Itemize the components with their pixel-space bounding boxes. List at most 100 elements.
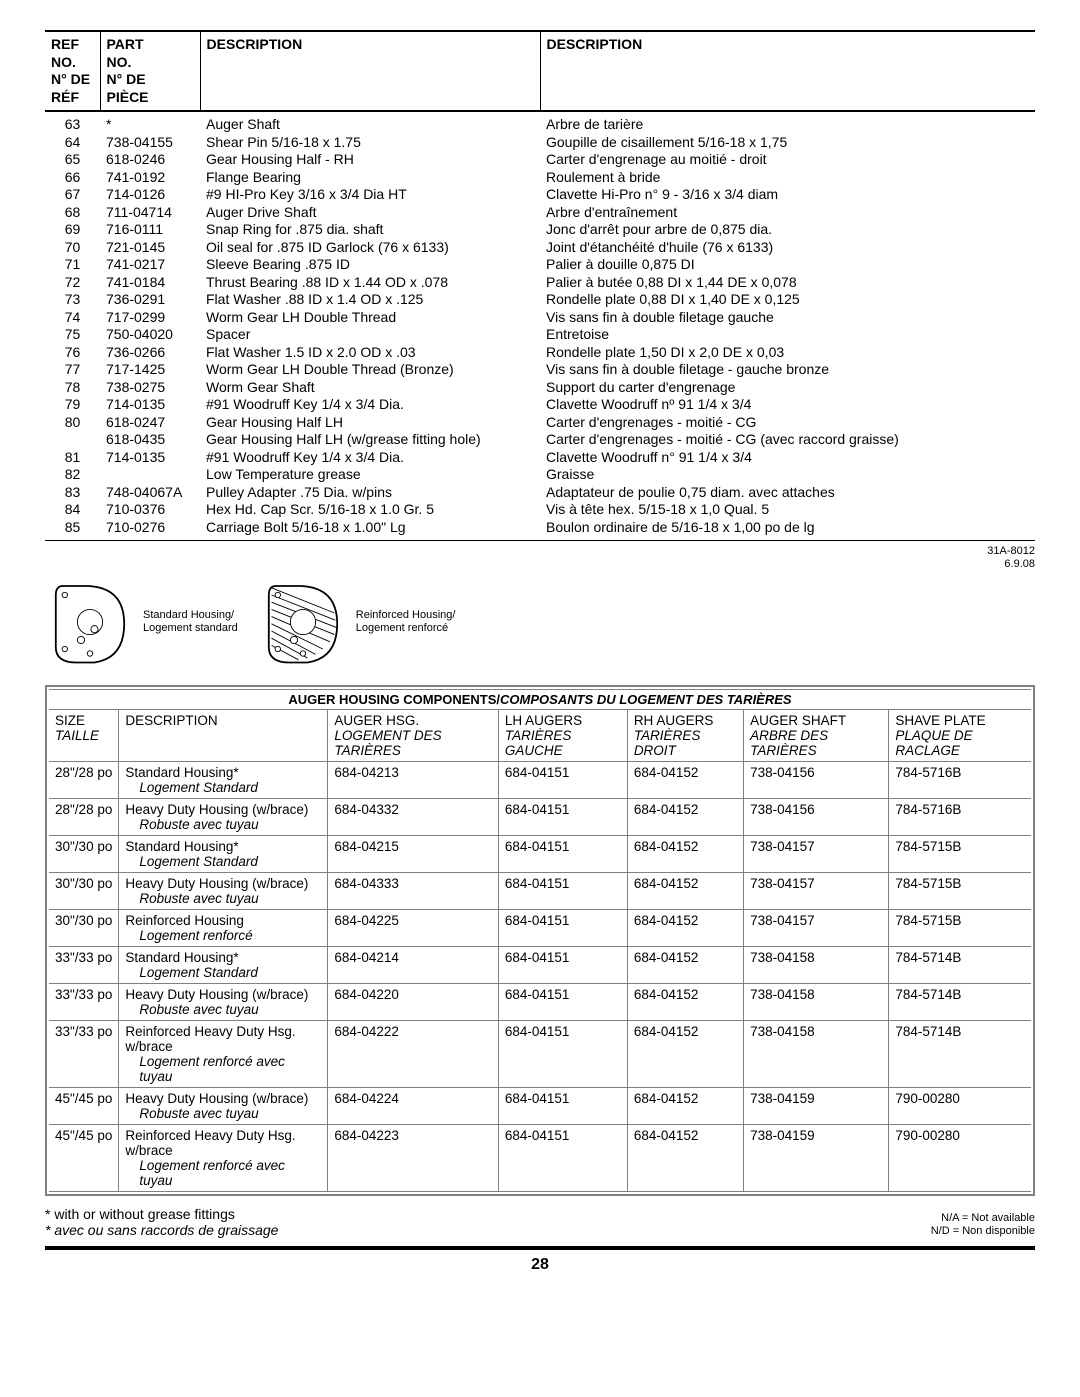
- desc-en-cell: Thrust Bearing .88 ID x 1.44 OD x .078: [200, 274, 540, 292]
- plate-cell: 790-00280: [889, 1088, 1031, 1125]
- parts-row: 69716-0111Snap Ring for .875 dia. shaftJ…: [45, 221, 1035, 239]
- comp-row: 33"/33 poHeavy Duty Housing (w/brace)Rob…: [49, 984, 1031, 1021]
- desc-cell: Heavy Duty Housing (w/brace)Robuste avec…: [119, 873, 328, 910]
- desc-en-cell: Auger Drive Shaft: [200, 204, 540, 222]
- comp-row: 28"/28 poStandard Housing*Logement Stand…: [49, 762, 1031, 799]
- parts-row: 65618-0246Gear Housing Half - RHCarter d…: [45, 151, 1035, 169]
- desc-en-cell: Flange Bearing: [200, 169, 540, 187]
- header-part: PARTNO.N° DEPIÈCE: [100, 31, 200, 111]
- part-cell: 716-0111: [100, 221, 200, 239]
- comp-row: 30"/30 poStandard Housing*Logement Stand…: [49, 836, 1031, 873]
- shaft-cell: 738-04159: [744, 1088, 889, 1125]
- desc-fr-cell: Jonc d'arrêt pour arbre de 0,875 dia.: [540, 221, 1035, 239]
- desc-en-cell: Gear Housing Half LH: [200, 414, 540, 432]
- comp-row: 30"/30 poReinforced HousingLogement renf…: [49, 910, 1031, 947]
- hsg-cell: 684-04220: [328, 984, 499, 1021]
- plate-cell: 784-5716B: [889, 799, 1031, 836]
- plate-cell: 784-5715B: [889, 910, 1031, 947]
- ref-cell: 69: [45, 221, 100, 239]
- plate-cell: 784-5715B: [889, 873, 1031, 910]
- comp-row: 45"/45 poReinforced Heavy Duty Hsg. w/br…: [49, 1125, 1031, 1192]
- parts-row: 79714-0135#91 Woodruff Key 1/4 x 3/4 Dia…: [45, 396, 1035, 414]
- part-cell: 717-0299: [100, 309, 200, 327]
- parts-row: 74717-0299Worm Gear LH Double ThreadVis …: [45, 309, 1035, 327]
- desc-en-cell: Snap Ring for .875 dia. shaft: [200, 221, 540, 239]
- size-cell: 33"/33 po: [49, 984, 119, 1021]
- parts-row: 618-0435Gear Housing Half LH (w/grease f…: [45, 431, 1035, 449]
- parts-row: 68711-04714Auger Drive ShaftArbre d'entr…: [45, 204, 1035, 222]
- desc-cell: Heavy Duty Housing (w/brace)Robuste avec…: [119, 1088, 328, 1125]
- parts-row: 72741-0184Thrust Bearing .88 ID x 1.44 O…: [45, 274, 1035, 292]
- part-cell: 710-0276: [100, 519, 200, 541]
- hsg-cell: 684-04215: [328, 836, 499, 873]
- desc-cell: Reinforced Heavy Duty Hsg. w/braceLogeme…: [119, 1125, 328, 1192]
- ref-cell: 70: [45, 239, 100, 257]
- part-cell: 721-0145: [100, 239, 200, 257]
- rh-cell: 684-04152: [627, 910, 743, 947]
- reinforced-housing-label: Reinforced Housing/ Logement renforcé: [356, 609, 456, 635]
- ref-cell: 65: [45, 151, 100, 169]
- ref-cell: 80: [45, 414, 100, 432]
- comp-header: AUGER HSG.LOGEMENT DES TARIÈRES: [328, 710, 499, 762]
- desc-en-cell: Flat Washer .88 ID x 1.4 OD x .125: [200, 291, 540, 309]
- desc-en-cell: Shear Pin 5/16-18 x 1.75: [200, 134, 540, 152]
- header-desc-en: DESCRIPTION: [200, 31, 540, 111]
- ref-cell: 74: [45, 309, 100, 327]
- parts-row: 84710-0376Hex Hd. Cap Scr. 5/16-18 x 1.0…: [45, 501, 1035, 519]
- desc-en-cell: Worm Gear LH Double Thread: [200, 309, 540, 327]
- desc-en-cell: Gear Housing Half - RH: [200, 151, 540, 169]
- rh-cell: 684-04152: [627, 984, 743, 1021]
- desc-en-cell: Oil seal for .875 ID Garlock (76 x 6133): [200, 239, 540, 257]
- size-cell: 45"/45 po: [49, 1088, 119, 1125]
- plate-cell: 784-5714B: [889, 1021, 1031, 1088]
- comp-header: SIZETAILLE: [49, 710, 119, 762]
- ref-cell: 67: [45, 186, 100, 204]
- desc-fr-cell: Roulement à bride: [540, 169, 1035, 187]
- desc-fr-cell: Arbre d'entraînement: [540, 204, 1035, 222]
- plate-cell: 790-00280: [889, 1125, 1031, 1192]
- ref-cell: 82: [45, 466, 100, 484]
- shaft-cell: 738-04157: [744, 873, 889, 910]
- footnote-en: * with or without grease fittings: [45, 1206, 235, 1222]
- size-cell: 28"/28 po: [49, 799, 119, 836]
- plate-cell: 784-5714B: [889, 984, 1031, 1021]
- rh-cell: 684-04152: [627, 836, 743, 873]
- desc-cell: Heavy Duty Housing (w/brace)Robuste avec…: [119, 799, 328, 836]
- parts-row: 73736-0291Flat Washer .88 ID x 1.4 OD x …: [45, 291, 1035, 309]
- rh-cell: 684-04152: [627, 947, 743, 984]
- rh-cell: 684-04152: [627, 1088, 743, 1125]
- ref-cell: 72: [45, 274, 100, 292]
- hsg-cell: 684-04224: [328, 1088, 499, 1125]
- shaft-cell: 738-04158: [744, 947, 889, 984]
- parts-row: 67714-0126#9 HI-Pro Key 3/16 x 3/4 Dia H…: [45, 186, 1035, 204]
- desc-fr-cell: Adaptateur de poulie 0,75 diam. avec att…: [540, 484, 1035, 502]
- parts-row: 85710-0276Carriage Bolt 5/16-18 x 1.00" …: [45, 519, 1035, 541]
- reinforced-housing-icon: [258, 577, 348, 667]
- part-cell: 714-0135: [100, 396, 200, 414]
- lh-cell: 684-04151: [498, 910, 627, 947]
- desc-en-cell: Low Temperature grease: [200, 466, 540, 484]
- housing-illustrations: Standard Housing/ Logement standard: [45, 577, 1035, 667]
- rh-cell: 684-04152: [627, 799, 743, 836]
- desc-fr-cell: Carter d'engrenage au moitié - droit: [540, 151, 1035, 169]
- part-cell: 736-0291: [100, 291, 200, 309]
- parts-row: 75750-04020SpacerEntretoise: [45, 326, 1035, 344]
- rh-cell: 684-04152: [627, 762, 743, 799]
- rh-cell: 684-04152: [627, 1125, 743, 1192]
- size-cell: 45"/45 po: [49, 1125, 119, 1192]
- hsg-cell: 684-04333: [328, 873, 499, 910]
- desc-cell: Standard Housing*Logement Standard: [119, 762, 328, 799]
- comp-row: 45"/45 poHeavy Duty Housing (w/brace)Rob…: [49, 1088, 1031, 1125]
- hsg-cell: 684-04213: [328, 762, 499, 799]
- part-cell: 741-0184: [100, 274, 200, 292]
- footnotes: * with or without grease fittings * avec…: [45, 1206, 1035, 1238]
- comp-header: LH AUGERSTARIÈRES GAUCHE: [498, 710, 627, 762]
- desc-en-cell: Sleeve Bearing .875 ID: [200, 256, 540, 274]
- lh-cell: 684-04151: [498, 1021, 627, 1088]
- ref-cell: 79: [45, 396, 100, 414]
- page-number: 28: [45, 1256, 1035, 1274]
- desc-fr-cell: Vis à tête hex. 5/15-18 x 1,0 Qual. 5: [540, 501, 1035, 519]
- lh-cell: 684-04151: [498, 984, 627, 1021]
- desc-en-cell: Spacer: [200, 326, 540, 344]
- part-cell: 748-04067A: [100, 484, 200, 502]
